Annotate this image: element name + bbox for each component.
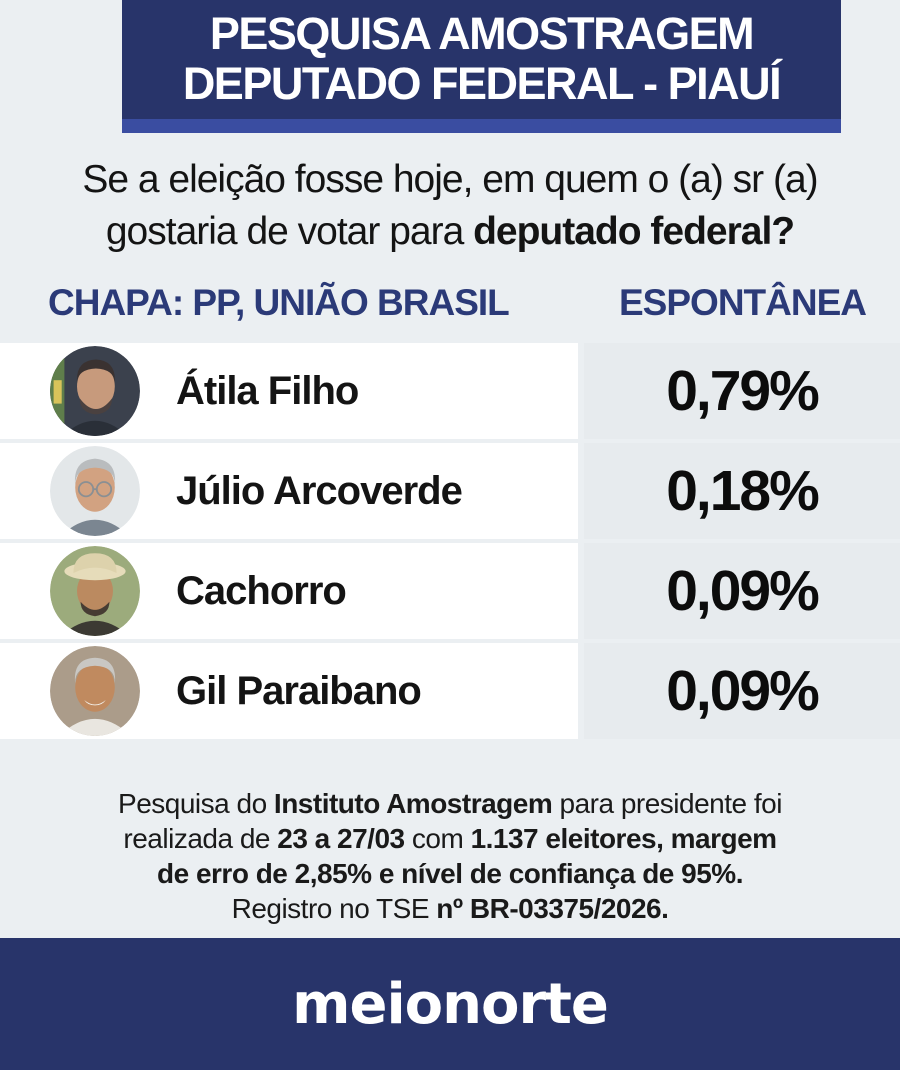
candidate-photo-gil-paraibano [50, 646, 140, 736]
candidate-percentage: 0,18% [666, 459, 820, 523]
footnote-text: Registro no TSE [231, 893, 437, 924]
candidate-photo-julio-arcoverde [50, 446, 140, 536]
value-cell: 0,18% [584, 443, 900, 539]
footnote-bold: Instituto Amostragem [273, 788, 553, 819]
question-bold-term: deputado federal? [473, 210, 795, 253]
footnote-text: realizada de [123, 823, 278, 854]
value-cell: 0,09% [584, 643, 900, 739]
column-headers: CHAPA: PP, UNIÃO BRASIL ESPONTÂNEA [0, 282, 900, 332]
candidate-name: Júlio Arcoverde [176, 468, 463, 513]
brand-footer-band: meionorte [0, 938, 900, 1070]
candidate-name: Gil Paraibano [176, 668, 422, 713]
title-banner: PESQUISA AMOSTRAGEM DEPUTADO FEDERAL - P… [122, 0, 841, 119]
candidate-name: Átila Filho [176, 368, 359, 413]
question-line-2: gostaria de votar para [105, 210, 474, 253]
candidate-photo-atila-filho [50, 346, 140, 436]
poll-question: Se a eleição fosse hoje, em quem o (a) s… [0, 154, 900, 258]
table-row: Júlio Arcoverde 0,18% [0, 443, 900, 539]
candidate-percentage: 0,09% [666, 559, 820, 623]
footnote-bold: nº BR-03375/2026. [436, 893, 669, 924]
title-line-2: DEPUTADO FEDERAL - PIAUÍ [182, 58, 782, 109]
title-banner-accent-strip [122, 119, 841, 133]
footnote-bold: de erro de 2,85% e nível de confiança de… [157, 858, 743, 889]
table-row: Átila Filho 0,79% [0, 343, 900, 439]
column-header-chapa: CHAPA: PP, UNIÃO BRASIL [48, 282, 510, 323]
meionorte-logo: meionorte [292, 971, 609, 1037]
candidate-cell: Átila Filho [0, 343, 578, 439]
results-table: Átila Filho 0,79% [0, 343, 900, 743]
footnote-text: para presidente foi [552, 788, 783, 819]
column-header-espontanea: ESPONTÂNEA [619, 282, 867, 323]
candidate-cell: Júlio Arcoverde [0, 443, 578, 539]
question-line-1: Se a eleição fosse hoje, em quem o (a) s… [82, 158, 818, 201]
footnote-text: Pesquisa do [118, 788, 274, 819]
candidate-name: Cachorro [176, 568, 347, 613]
table-row: Cachorro 0,09% [0, 543, 900, 639]
footnote-text: com [404, 823, 471, 854]
value-cell: 0,09% [584, 543, 900, 639]
candidate-percentage: 0,79% [666, 359, 820, 423]
title-line-1: PESQUISA AMOSTRAGEM [209, 8, 755, 59]
candidate-cell: Cachorro [0, 543, 578, 639]
footnote-bold: 1.137 eleitores, margem [470, 823, 778, 854]
table-row: Gil Paraibano 0,09% [0, 643, 900, 739]
footnote-bold: 23 a 27/03 [277, 823, 405, 854]
candidate-percentage: 0,09% [666, 659, 820, 723]
value-cell: 0,79% [584, 343, 900, 439]
candidate-cell: Gil Paraibano [0, 643, 578, 739]
candidate-photo-cachorro [50, 546, 140, 636]
methodology-note: Pesquisa do Instituto Amostragem para pr… [0, 786, 900, 926]
